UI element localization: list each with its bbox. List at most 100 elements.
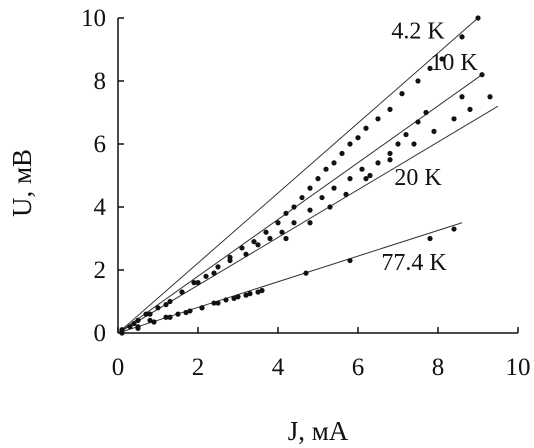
data-point — [187, 308, 193, 314]
data-point — [355, 135, 361, 141]
data-point — [255, 242, 261, 248]
data-point — [147, 311, 153, 317]
data-point — [331, 185, 337, 191]
data-point — [291, 204, 297, 210]
series-label: 4.2 K — [391, 18, 445, 44]
data-point — [279, 229, 285, 235]
data-point — [459, 94, 465, 100]
data-point — [327, 204, 333, 210]
data-point — [231, 295, 237, 301]
y-tick-label: 8 — [94, 68, 107, 95]
data-point — [423, 109, 429, 116]
y-tick-label: 2 — [94, 257, 107, 284]
data-point — [307, 207, 313, 213]
data-point — [387, 106, 393, 112]
x-tick-label: 6 — [352, 354, 365, 381]
data-point — [243, 251, 249, 257]
y-tick-label: 6 — [94, 131, 107, 158]
data-point — [163, 302, 169, 308]
data-point — [263, 229, 269, 235]
data-point — [363, 176, 369, 182]
x-tick-label: 4 — [272, 354, 285, 381]
series-label: 10 K — [430, 50, 478, 76]
data-point — [395, 141, 401, 147]
fit-line — [117, 105, 499, 334]
data-point — [215, 300, 221, 306]
data-point — [323, 166, 329, 172]
x-tick-label: 8 — [432, 354, 445, 381]
series — [119, 94, 493, 333]
data-point — [255, 289, 261, 295]
data-point — [451, 116, 457, 122]
data-point — [415, 119, 421, 125]
axes: 0 2 4 6 8 10 0 2 4 6 8 10 — [81, 5, 531, 381]
data-point — [147, 317, 153, 323]
data-point — [151, 319, 157, 325]
data-point — [179, 289, 185, 295]
data-point — [215, 264, 221, 270]
data-point — [303, 270, 309, 276]
data-point — [307, 220, 313, 226]
data-point — [183, 309, 189, 316]
x-axis-title: J, мА — [288, 416, 349, 446]
series-label: 77.4 K — [381, 250, 447, 276]
data-point — [211, 300, 217, 306]
data-point — [135, 317, 141, 323]
y-tick-label: 10 — [81, 5, 106, 32]
data-point — [387, 150, 393, 157]
data-point — [347, 141, 353, 147]
x-tick-label: 0 — [112, 354, 125, 381]
data-point — [427, 235, 433, 242]
data-point — [387, 157, 393, 163]
data-point — [143, 311, 149, 317]
data-point — [411, 141, 417, 147]
data-point — [427, 65, 433, 71]
data-point — [479, 72, 485, 78]
data-point — [203, 273, 209, 279]
data-point — [211, 270, 217, 276]
data-point — [375, 160, 381, 166]
data-point — [239, 245, 245, 251]
data-point — [315, 176, 321, 182]
x-tick-label: 10 — [506, 354, 531, 381]
data-point — [163, 314, 169, 320]
data-point — [359, 166, 365, 172]
data-point — [191, 280, 197, 286]
data-point — [251, 239, 257, 245]
data-point — [167, 298, 173, 305]
y-axis-title: U, мВ — [7, 149, 37, 217]
series — [119, 72, 485, 333]
data-point — [347, 257, 353, 264]
data-point — [291, 220, 297, 226]
data-point — [431, 128, 437, 134]
y-tick-label: 0 — [94, 320, 107, 347]
data-point — [175, 311, 181, 317]
data-point — [415, 78, 421, 84]
data-point — [127, 324, 133, 330]
data-point — [475, 15, 481, 21]
data-point — [367, 172, 373, 179]
data-point — [347, 176, 353, 182]
data-point — [319, 194, 325, 201]
series-label: 20 K — [394, 165, 442, 191]
x-tick-label: 2 — [192, 354, 205, 381]
fit-line — [117, 74, 483, 334]
data-point — [459, 34, 465, 40]
data-point — [331, 160, 337, 166]
series — [119, 226, 457, 336]
data-point — [299, 194, 305, 201]
data-point — [467, 106, 473, 112]
data-point — [339, 150, 345, 157]
data-point — [235, 294, 241, 300]
series — [119, 15, 481, 333]
data-point — [399, 91, 405, 97]
data-point — [195, 280, 201, 286]
data-point — [247, 291, 253, 297]
series-labels: 4.2 K 10 K 20 K 77.4 K — [381, 18, 478, 276]
data-point — [167, 314, 173, 320]
data-point — [227, 257, 233, 264]
data-point — [259, 287, 265, 294]
data-point — [267, 235, 273, 242]
